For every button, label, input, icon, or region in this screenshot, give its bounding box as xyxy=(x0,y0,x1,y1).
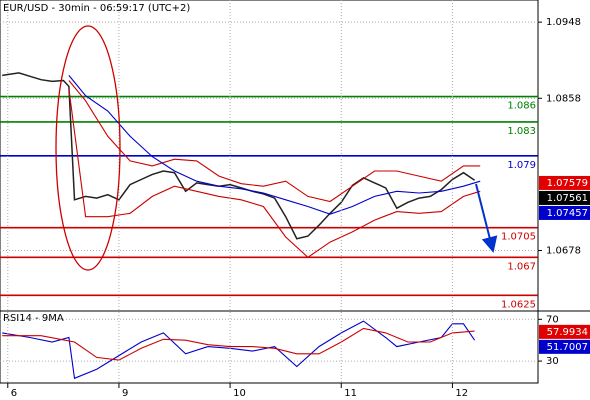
price-tag xyxy=(539,190,590,205)
series-line xyxy=(2,327,475,361)
price-tag xyxy=(539,205,590,220)
price-tag-label: 1.07457 xyxy=(547,208,588,219)
tag-layer: 1.07579 1.07561 1.07457 57.9934 51.7007 xyxy=(539,175,590,354)
level-label: 1.067 xyxy=(507,261,536,272)
y-tick-label: 1.0858 xyxy=(546,93,581,104)
price-tag-label: 1.07561 xyxy=(547,193,588,204)
price-tag-label: 1.07579 xyxy=(547,178,588,189)
x-tick-label: 6 xyxy=(11,388,17,399)
price-tag xyxy=(539,339,590,354)
level-label: 1.083 xyxy=(507,126,536,137)
price-tag xyxy=(539,324,590,339)
y-tick-label: 70 xyxy=(546,314,559,325)
series-line xyxy=(68,88,481,259)
rsi-title: RSI14 - 9MA xyxy=(3,313,64,324)
x-tick-label: 10 xyxy=(233,388,246,399)
price-tag-label: 57.9934 xyxy=(547,327,588,338)
series-line xyxy=(68,80,481,203)
plot-frame xyxy=(0,0,539,384)
highlight-ellipse xyxy=(55,25,121,271)
x-tick-label: 12 xyxy=(455,388,468,399)
level-label: 1.0705 xyxy=(501,232,536,243)
series-line xyxy=(2,72,476,240)
chart-title: EUR/USD - 30min - 06:59:17 (UTC+2) xyxy=(3,3,190,14)
y-tick-label: 1.0678 xyxy=(546,246,581,257)
y-tick-label: 30 xyxy=(546,356,559,367)
level-label: 1.079 xyxy=(507,160,536,171)
price-tag xyxy=(539,175,590,190)
level-label: 1.086 xyxy=(507,101,536,112)
level-label: 1.0625 xyxy=(501,299,536,310)
forecast-arrow xyxy=(475,183,498,253)
series-line xyxy=(68,75,481,215)
price-tag-label: 51.7007 xyxy=(547,342,588,353)
x-tick-label: 11 xyxy=(344,388,357,399)
y-tick-label: 1.0948 xyxy=(546,17,581,28)
x-tick-label: 9 xyxy=(122,388,128,399)
